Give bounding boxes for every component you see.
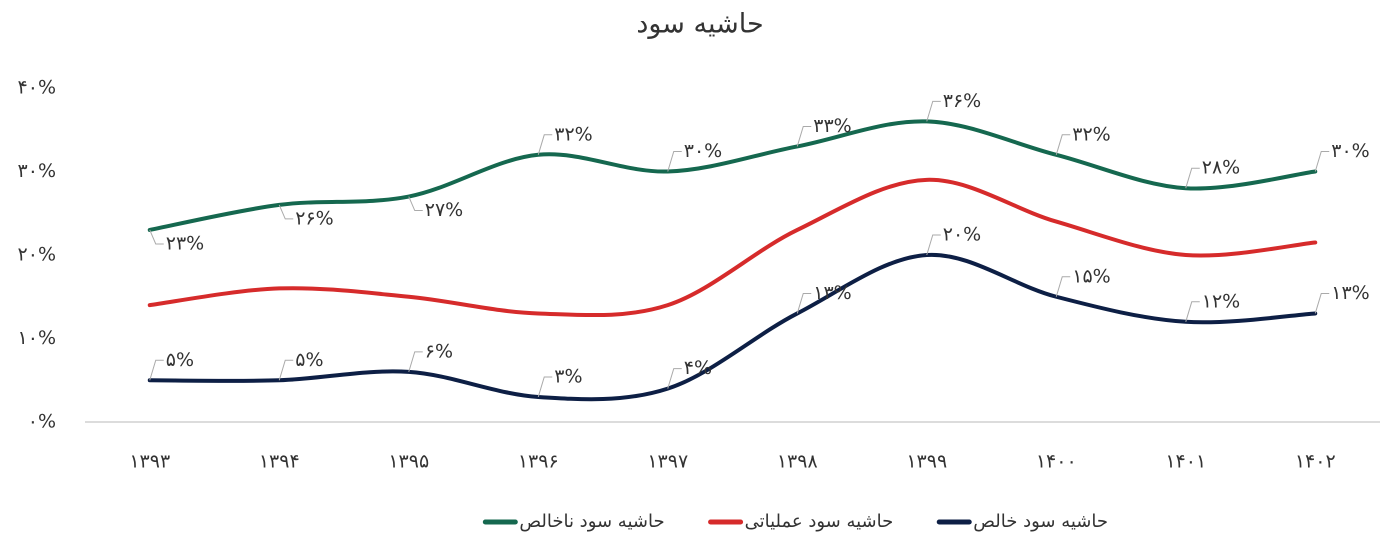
data-label: ۲۳% [166, 232, 204, 254]
leader-line [926, 100, 941, 122]
data-label: ۴% [684, 357, 712, 379]
data-label: ۲۰% [943, 224, 981, 246]
legend-text: حاشیه سود عملیاتی [745, 511, 894, 532]
data-label: ۵% [295, 349, 323, 371]
y-tick-label: ۳۰% [18, 160, 56, 182]
leader-line [537, 376, 553, 398]
y-tick-label: ۰% [28, 411, 56, 433]
leader-line [149, 359, 164, 381]
leader-line [1185, 301, 1200, 322]
data-label: ۵% [166, 349, 194, 371]
leader-line [1055, 134, 1071, 155]
x-tick-label: ۱۳۹۳ [129, 451, 170, 473]
data-label: ۱۳% [813, 282, 851, 304]
data-label: ۳۲% [554, 123, 592, 145]
leader-line [796, 292, 812, 314]
data-label: ۱۳% [1331, 282, 1369, 304]
legend-text: حاشیه سود خالص [973, 511, 1108, 532]
data-label: ۱۲% [1202, 290, 1240, 312]
data-label: ۲۸% [1202, 157, 1240, 179]
series-line [147, 177, 1318, 318]
data-label: ۲۷% [425, 199, 463, 221]
leader-line [278, 204, 294, 220]
x-tick-label: ۱۳۹۴ [259, 451, 300, 473]
series-line [147, 119, 1318, 232]
leader-line [667, 368, 682, 389]
x-tick-label: ۱۴۰۰ [1036, 451, 1077, 473]
data-label: ۲۶% [295, 207, 333, 229]
x-tick-label: ۱۳۹۹ [906, 451, 947, 473]
data-label: ۱۵% [1072, 265, 1110, 287]
y-tick-label: ۱۰% [18, 327, 56, 349]
x-tick-label: ۱۳۹۵ [388, 451, 429, 473]
leader-line [1055, 276, 1071, 297]
leader-line [408, 351, 423, 373]
leader-line [278, 359, 294, 381]
leader-line [1314, 292, 1330, 314]
data-label: ۳% [554, 365, 582, 387]
x-tick-label: ۱۴۰۱ [1165, 451, 1206, 473]
chart-title: حاشیه سود [636, 9, 763, 40]
legend-text: حاشیه سود ناخالص [519, 511, 664, 532]
leader-line [926, 234, 941, 256]
series-line [147, 252, 1318, 402]
data-label: ۳۶% [943, 90, 981, 112]
data-label: ۶% [425, 340, 453, 362]
data-label: ۳۰% [1331, 140, 1369, 162]
leader-line [1314, 151, 1330, 172]
x-tick-label: ۱۴۰۲ [1295, 451, 1336, 473]
data-label: ۳۳% [813, 115, 851, 137]
leader-line [408, 196, 423, 212]
x-tick-label: ۱۳۹۷ [647, 451, 688, 473]
y-tick-label: ۲۰% [18, 244, 56, 266]
data-label: ۳۲% [1072, 123, 1110, 145]
leader-line [667, 151, 682, 172]
x-tick-label: ۱۳۹۶ [518, 451, 559, 473]
data-label: ۳۰% [684, 140, 722, 162]
leader-line [1185, 167, 1200, 189]
x-tick-label: ۱۳۹۸ [777, 451, 818, 473]
leader-line [149, 229, 164, 245]
leader-line [796, 125, 812, 147]
y-tick-label: ۴۰% [18, 77, 56, 99]
leader-line [537, 134, 553, 155]
